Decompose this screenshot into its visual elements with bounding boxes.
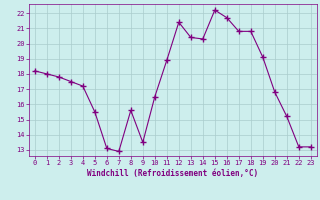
X-axis label: Windchill (Refroidissement éolien,°C): Windchill (Refroidissement éolien,°C) bbox=[87, 169, 258, 178]
